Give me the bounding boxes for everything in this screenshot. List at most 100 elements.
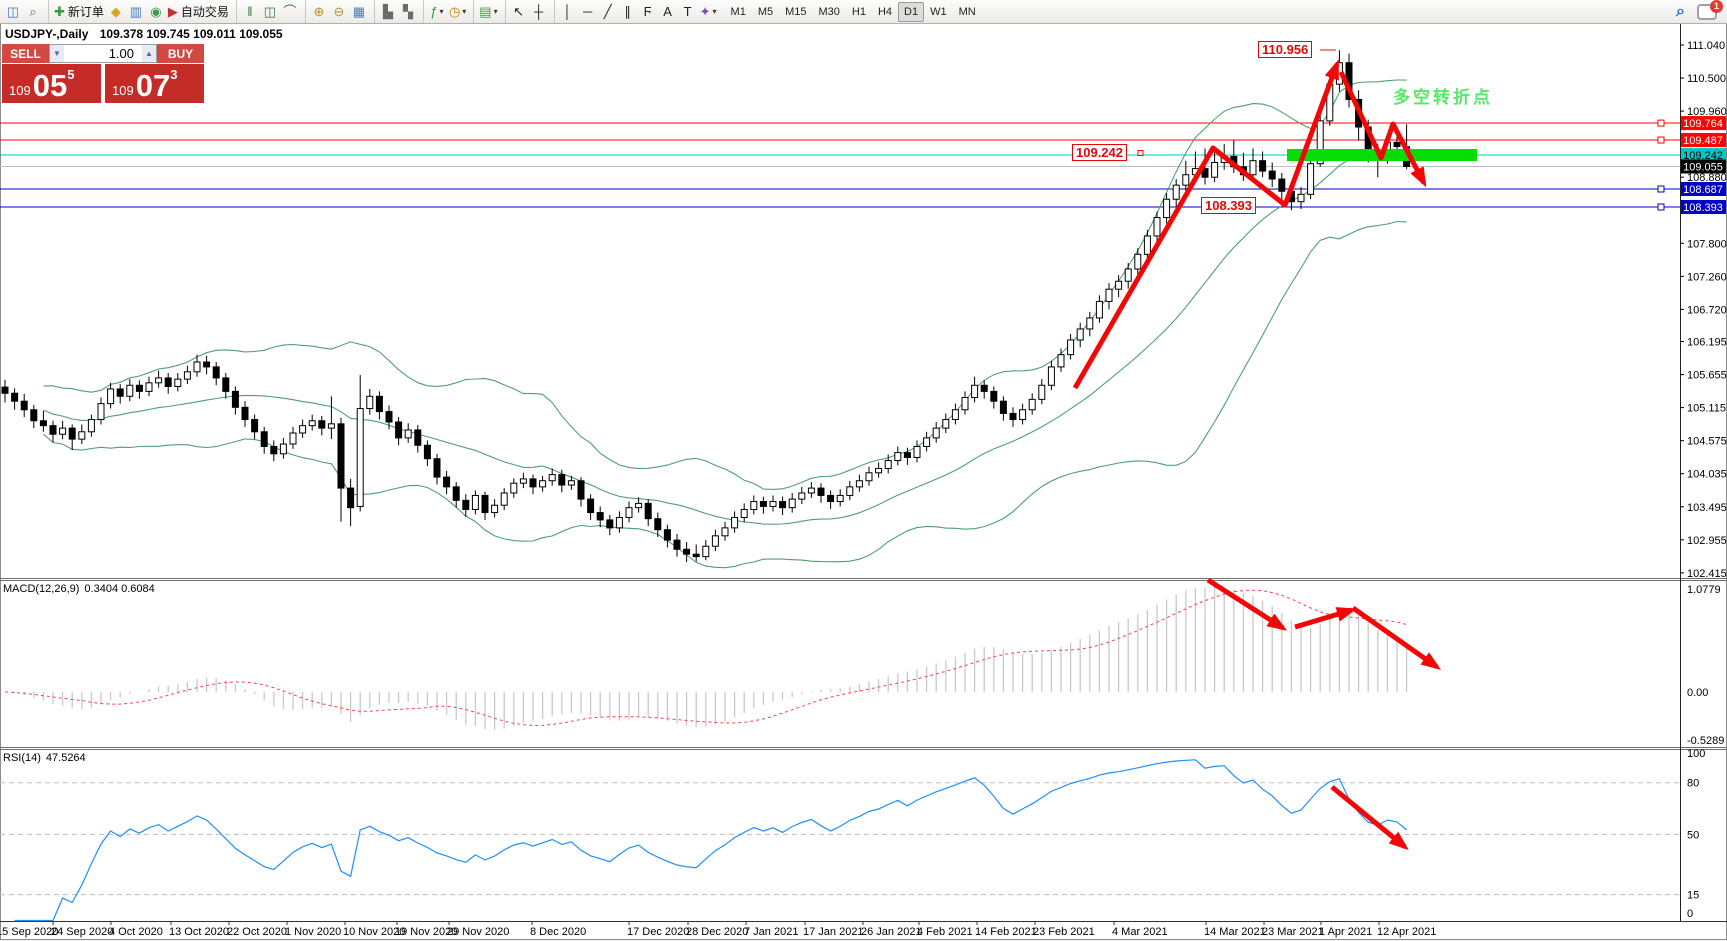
- price-tag-110956[interactable]: 110.956: [1258, 41, 1313, 58]
- toolbar-group-chart-modes: ǁ ◫ ⌒: [235, 0, 303, 23]
- trend-arrow-main-0[interactable]: [1072, 59, 1340, 390]
- timeframe-M5[interactable]: M5: [752, 2, 779, 22]
- candle-body: [827, 494, 835, 503]
- volume-decrease-button[interactable]: ▼: [50, 45, 64, 62]
- chart-style-button[interactable]: ▤ ▾: [477, 2, 499, 22]
- bar-chart-button[interactable]: ǁ: [240, 2, 260, 22]
- candle-body: [49, 425, 57, 435]
- autotrading-button[interactable]: ▶ 自动交易: [166, 2, 231, 22]
- price-tick-label: 108.880: [1687, 172, 1727, 184]
- date-tick-label: 8 Dec 2020: [530, 926, 586, 938]
- date-tick-label: 17 Dec 2020: [627, 926, 689, 938]
- price-tag-109242[interactable]: 109.242: [1072, 144, 1127, 161]
- history-center-button[interactable]: ◆: [106, 2, 126, 22]
- candle-body: [971, 384, 979, 399]
- candle-body: [1211, 162, 1219, 178]
- chart-profiles-button[interactable]: ⌕: [23, 2, 43, 22]
- autotrading-icon: ▶: [167, 4, 178, 19]
- ask-price-box[interactable]: 109 07 3: [105, 64, 204, 103]
- zoom-out-button[interactable]: ⊖: [329, 2, 349, 22]
- bar-chart-icon: ǁ: [247, 4, 253, 19]
- timeframe-MN[interactable]: MN: [953, 2, 982, 22]
- market-watch-button[interactable]: ▥: [126, 2, 146, 22]
- line-handle[interactable]: [1657, 136, 1665, 144]
- date-tick-label: 12 Apr 2021: [1377, 926, 1436, 938]
- crosshair-button[interactable]: ┼: [529, 2, 549, 22]
- tag-anchor-square: [1137, 150, 1144, 156]
- candle-body: [942, 419, 950, 429]
- channel-button[interactable]: ∥: [618, 2, 638, 22]
- signals-button[interactable]: ◉: [146, 2, 166, 22]
- trend-arrow-rsi-0[interactable]: [1330, 785, 1409, 851]
- candle-body: [529, 478, 537, 488]
- buy-button[interactable]: BUY: [157, 44, 204, 63]
- channel-icon: ∥: [624, 4, 631, 19]
- trend-arrow-macd-1[interactable]: [1294, 607, 1357, 630]
- periods-button[interactable]: ◷ ▾: [447, 2, 468, 22]
- date-tick-label: 29 Nov 2020: [447, 926, 509, 938]
- tile-windows-button[interactable]: ▦: [349, 2, 369, 22]
- price-tag-108393[interactable]: 108.393: [1201, 197, 1256, 214]
- trend-arrow-macd-0[interactable]: [1206, 577, 1288, 631]
- candle-body: [846, 486, 854, 496]
- new-chart-button[interactable]: ◫: [3, 2, 23, 22]
- date-tick-label: 10 Nov 2020: [343, 926, 405, 938]
- label-button[interactable]: T: [678, 2, 698, 22]
- price-badge: [1681, 159, 1726, 174]
- new-order-button[interactable]: ✚ 新订单: [52, 2, 106, 22]
- notification-badge: 1: [1710, 0, 1723, 13]
- shapes-icon: ✦: [699, 4, 711, 19]
- volume-increase-button[interactable]: ▲: [142, 45, 156, 62]
- line-handle[interactable]: [1657, 119, 1665, 127]
- trend-arrow-main-1[interactable]: [1338, 70, 1427, 188]
- trend-arrow-macd-2[interactable]: [1351, 605, 1442, 670]
- new-order-button-label: 新订单: [67, 5, 104, 19]
- trendline-button[interactable]: ╱: [598, 2, 618, 22]
- timeframe-H1[interactable]: H1: [846, 2, 872, 22]
- sell-button[interactable]: SELL: [2, 44, 49, 63]
- candle-body: [279, 443, 287, 455]
- candle-body: [711, 535, 719, 547]
- volume-input[interactable]: 1.00: [108, 46, 134, 61]
- auto-arrange-button[interactable]: ▙: [378, 2, 398, 22]
- candle-body: [1076, 328, 1084, 341]
- timeframe-H4[interactable]: H4: [872, 2, 898, 22]
- timeframe-M30[interactable]: M30: [813, 2, 846, 22]
- toolbar-group-charts: ◫ ⌕: [0, 0, 46, 23]
- line-chart-button[interactable]: ⌒: [280, 2, 300, 22]
- line-handle[interactable]: [1657, 203, 1665, 211]
- timeframe-M1[interactable]: M1: [725, 2, 752, 22]
- candle-body: [961, 397, 969, 411]
- timeframe-M15[interactable]: M15: [779, 2, 812, 22]
- notifications-icon[interactable]: 1: [1697, 0, 1723, 20]
- price-tick-label: 109.960: [1687, 106, 1727, 118]
- candle-body: [654, 518, 662, 531]
- bid-big-digits: 05: [32, 68, 68, 103]
- date-tick-label: 28 Dec 2020: [686, 926, 748, 938]
- vertical-line-button[interactable]: │: [558, 2, 578, 22]
- zoom-in-button[interactable]: ⊕: [309, 2, 329, 22]
- candle-body: [471, 494, 479, 511]
- candle-body: [193, 361, 201, 373]
- auto-arrange-icon: ▙: [382, 4, 393, 19]
- timeframe-W1[interactable]: W1: [924, 2, 953, 22]
- indicators-button[interactable]: ƒ ▾: [427, 2, 447, 22]
- timeframe-D1[interactable]: D1: [898, 1, 925, 22]
- candle-body: [500, 492, 508, 506]
- text-button[interactable]: A: [658, 2, 678, 22]
- candle-body: [481, 494, 489, 514]
- candle-body: [855, 480, 863, 488]
- shapes-button[interactable]: ✦ ▾: [698, 2, 719, 22]
- search-icon[interactable]: ⌕: [1676, 2, 1685, 20]
- bid-price-box[interactable]: 109 05 5: [2, 64, 101, 103]
- cursor-button[interactable]: ↖: [509, 2, 529, 22]
- fibonacci-button[interactable]: Ϝ: [638, 2, 658, 22]
- candle-body: [404, 429, 412, 439]
- horizontal-line-button[interactable]: ─: [578, 2, 598, 22]
- candle-body: [635, 502, 643, 509]
- line-handle[interactable]: [1657, 185, 1665, 193]
- candlestick-chart-button[interactable]: ◫: [260, 2, 280, 22]
- cascade-windows-button[interactable]: ▚: [398, 2, 418, 22]
- tile-windows-icon: ▦: [352, 4, 366, 19]
